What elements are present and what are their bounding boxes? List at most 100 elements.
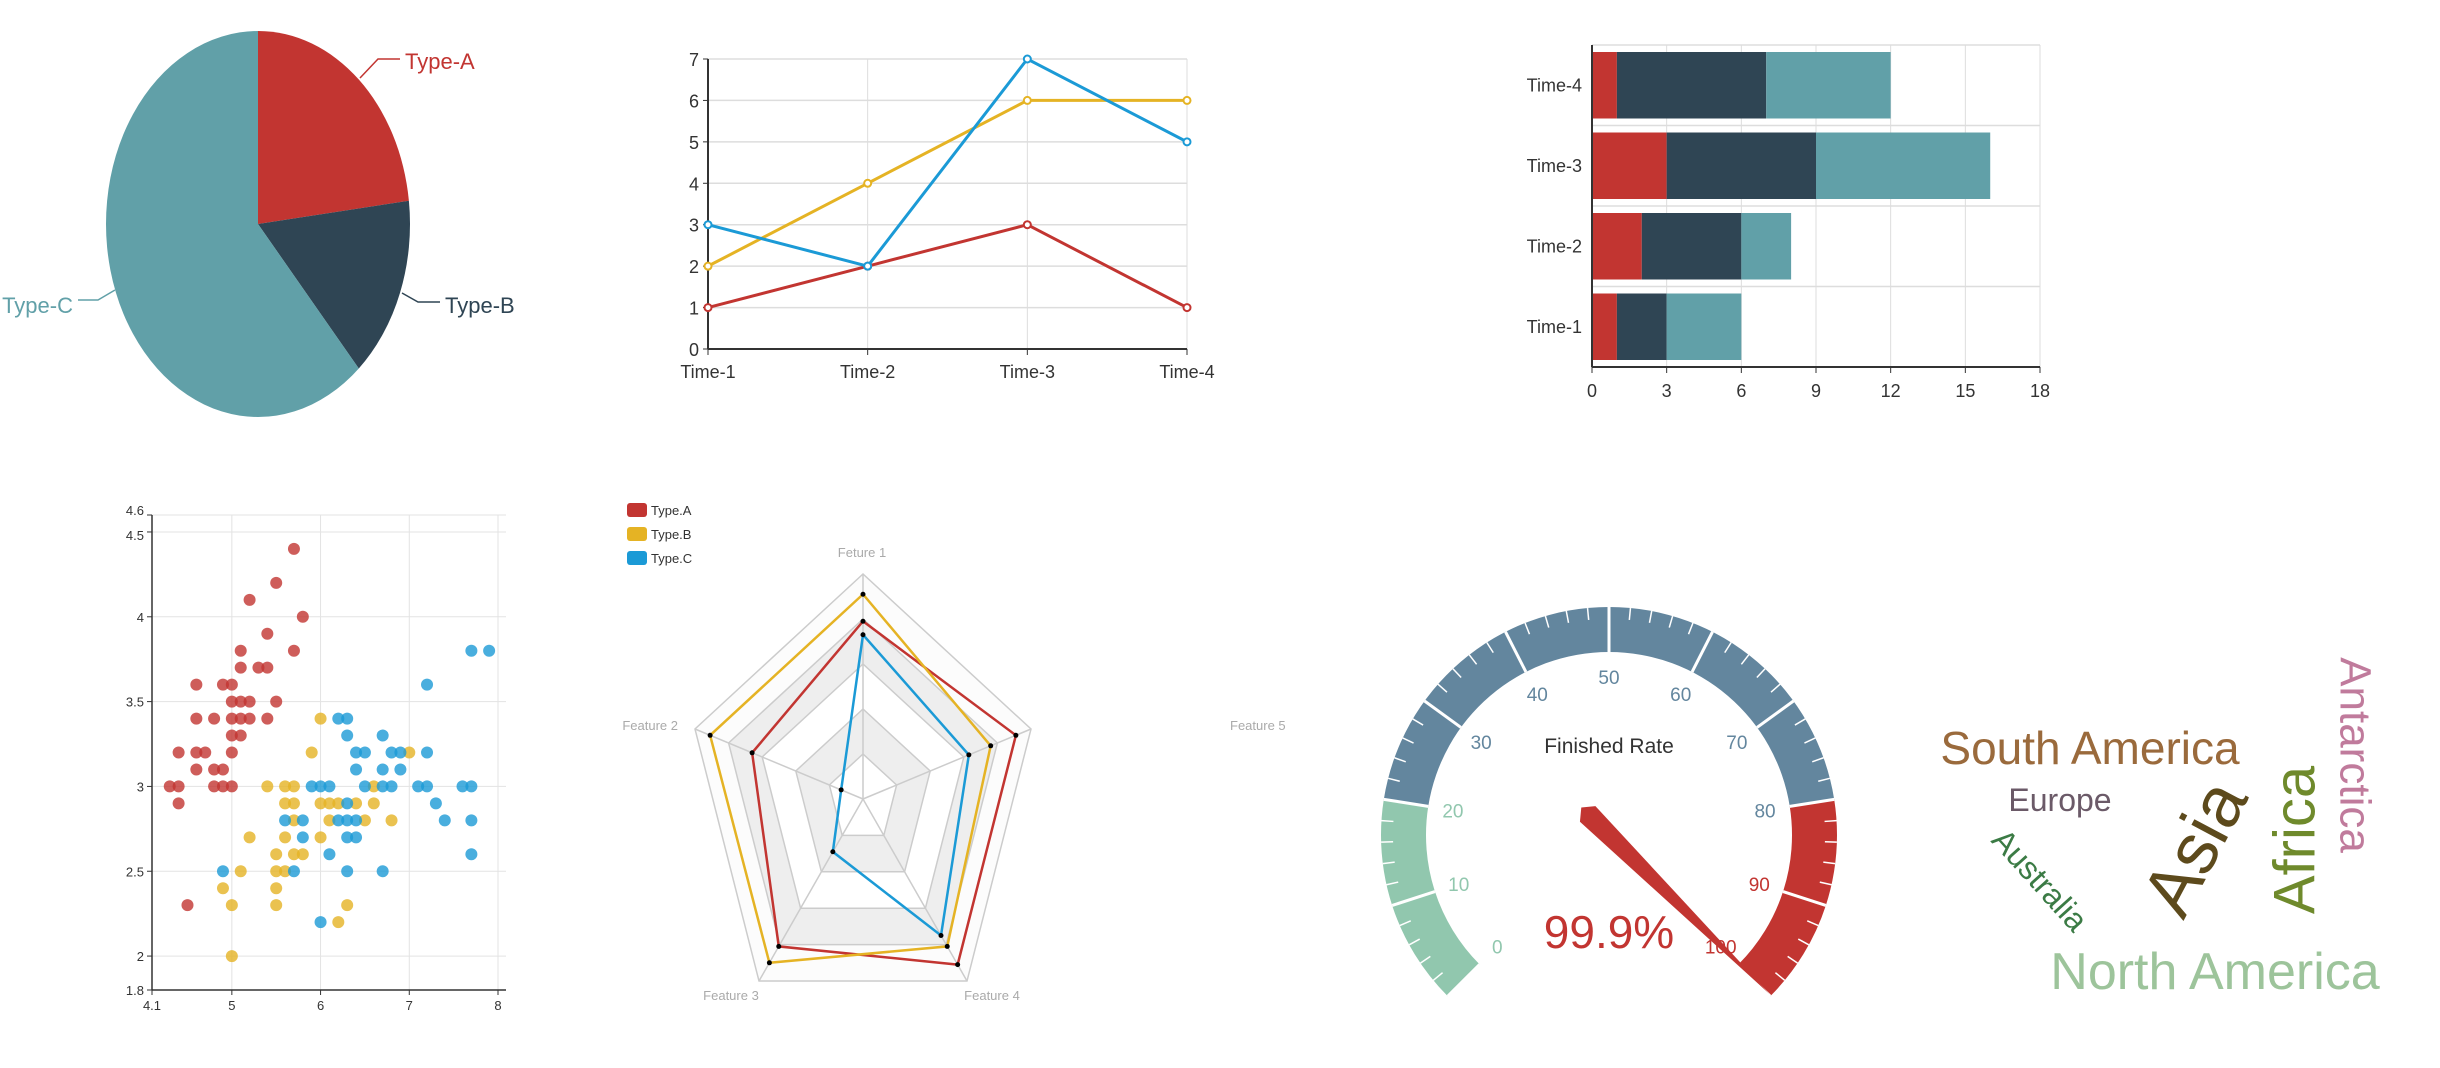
gauge-tick [1382,861,1395,865]
scatter-point [279,814,292,827]
scatter-point [358,814,371,827]
bar-chart: 0 3 6 9 12 15 18 Time-1 Time-2 Time-3 Time-4 [1527,44,2050,401]
scatter-point [216,780,229,793]
x-tick-label: 18 [2030,381,2050,401]
legend-item[interactable]: Type.C [627,551,692,566]
gauge-split-line [1391,890,1436,907]
gauge-tick [1399,920,1412,927]
gauge-split-line [1756,699,1795,729]
pie-slice-type-a [258,31,409,224]
scatter-chart: 1.8 2 2.5 3 3.5 4 4.5 4.6 4.1 5 6 7 8 [126,503,506,1013]
bar-segment [1666,132,1816,199]
scatter-point [252,661,265,674]
bar-segment [1592,52,1617,119]
scatter-point [172,746,185,759]
pie-label: Type-B [445,293,515,318]
gauge-title: Finished Rate [1544,735,1674,758]
gauge-tick [1756,668,1766,679]
scatter-point [208,780,221,793]
scatter-point [243,695,256,708]
gauge-tick [1797,938,1810,946]
y-tick-label: 0 [689,340,699,360]
scatter-point [243,831,256,844]
scatter-point [367,780,380,793]
legend-label: Type.C [651,551,692,566]
gauge-tick [1432,972,1444,981]
line-point [703,303,713,313]
bar-segment [1616,52,1767,119]
pie-slice-type-c [105,30,359,418]
pie-label: Type-C [2,293,73,318]
scatter-point [314,916,327,929]
y-tick-label: Time-1 [1527,317,1582,337]
scatter-point [296,814,309,827]
radar-point [749,750,755,756]
scatter-point [287,780,300,793]
gauge-tick [1420,955,1431,964]
scatter-point [421,780,434,793]
scatter-point [234,695,247,708]
scatter-point [323,797,336,810]
scatter-point [225,712,238,725]
scatter-point [172,797,185,810]
y-tick-label: 7 [689,50,699,70]
x-tick-label: 15 [1955,381,1975,401]
scatter-point [216,865,229,878]
gauge-tick [1811,757,1824,763]
radar-series-type.b [708,592,993,965]
bar-segment [1816,132,1991,199]
gauge-tick [1787,955,1798,964]
scatter-point [376,865,389,878]
gauge-tick-label: 50 [1598,668,1619,689]
gauge-band [1738,799,1837,997]
gauge-tick-label: 0 [1492,938,1503,959]
scatter-point [385,746,398,759]
scatter-point [296,610,309,623]
gauge-tick [1412,718,1424,726]
gauge-tick-label: 90 [1749,875,1770,896]
scatter-point [163,780,176,793]
scatter-point [394,746,407,759]
word-australia: Australia [1985,822,2095,939]
bar-segment [1741,213,1792,280]
pie-slice-type-b [258,200,410,369]
scatter-point [332,712,345,725]
gauge-tick [1819,881,1832,886]
scatter-point [314,780,327,793]
gauge-tick [1394,757,1407,763]
line-point [703,261,713,271]
radar-point [776,943,782,949]
line-series-0 [707,223,1188,310]
gauge-split-line [1383,797,1429,808]
gauge-tick [1774,972,1786,981]
legend-swatch [627,551,647,565]
radar-indicator-label: Feature 5 [1230,718,1286,733]
radar-point [1013,732,1019,738]
scatter-point [456,780,469,793]
legend-swatch [627,527,647,541]
radar-series-type.c [831,631,971,938]
gauge-tick [1818,777,1831,783]
scatter-point [279,865,292,878]
scatter-point [243,712,256,725]
radar-axis [758,798,864,982]
scatter-point [358,746,371,759]
line-point [863,178,873,188]
gauge-tick [1544,615,1550,628]
scatter-point [367,797,380,810]
scatter-point [279,831,292,844]
pie-label-line [359,58,400,79]
line-point [1182,303,1192,313]
legend-label: Type.B [651,527,691,542]
gauge-tick [1804,737,1816,744]
line-point [1022,54,1032,64]
scatter-point [332,797,345,810]
gauge-tick [1794,718,1806,726]
gauge-tick-label: 80 [1754,801,1775,822]
legend-item[interactable]: Type.B [627,527,691,542]
scatter-point [208,712,221,725]
legend-item[interactable]: Type.A [627,503,692,518]
radar-axis [862,728,1032,800]
y-tick-label: 4.5 [126,528,144,543]
